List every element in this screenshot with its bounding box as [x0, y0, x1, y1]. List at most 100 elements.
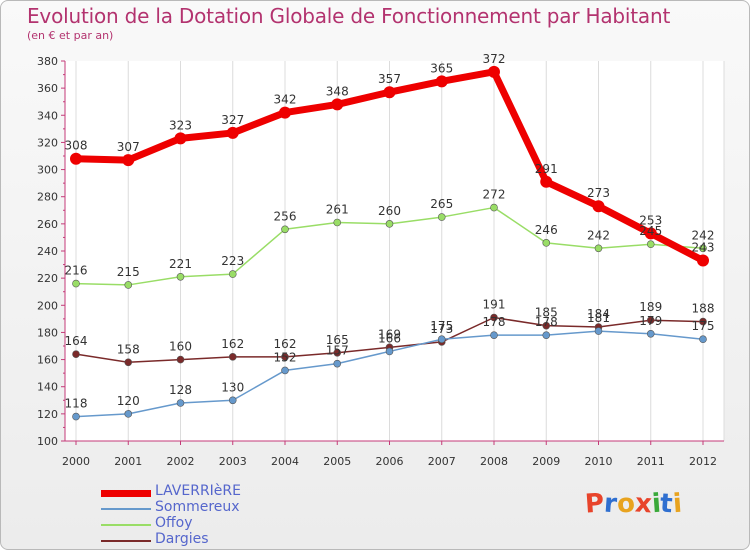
- data-point: [697, 254, 709, 267]
- data-label: 185: [535, 306, 558, 320]
- data-label: 162: [274, 337, 297, 351]
- chart-title: Evolution de la Dotation Globale de Fonc…: [27, 4, 671, 28]
- data-label: 246: [535, 223, 558, 237]
- data-point: [542, 239, 551, 247]
- legend-label: Sommereux: [155, 499, 240, 515]
- legend-item: Offoy: [101, 515, 321, 533]
- y-tick-label: 140: [37, 381, 58, 394]
- y-tick-label: 200: [37, 299, 58, 312]
- data-point: [646, 329, 655, 338]
- data-label: 175: [430, 319, 453, 333]
- data-label: 179: [639, 314, 662, 328]
- data-label: 191: [483, 298, 506, 312]
- legend: LAVERRIèRE Sommereux Offoy Dargies: [101, 483, 321, 549]
- data-label: 327: [221, 113, 244, 127]
- y-tick-label: 360: [37, 82, 58, 95]
- data-label: 261: [326, 203, 349, 217]
- data-point: [72, 350, 80, 358]
- data-label: 216: [65, 264, 88, 278]
- data-point: [226, 126, 239, 139]
- data-point: [385, 220, 394, 228]
- data-label: 243: [692, 241, 715, 255]
- data-label: 342: [274, 93, 297, 107]
- data-label: 323: [169, 118, 192, 132]
- data-label: 242: [692, 228, 715, 242]
- data-label: 215: [117, 265, 140, 279]
- y-tick-label: 100: [37, 435, 58, 448]
- data-point: [333, 359, 342, 368]
- data-point: [646, 316, 655, 325]
- x-tick-label: 2010: [585, 455, 613, 468]
- data-label: 242: [587, 228, 610, 242]
- y-tick-label: 220: [37, 272, 58, 285]
- data-point: [174, 132, 187, 145]
- y-tick-label: 160: [37, 354, 58, 367]
- data-point: [490, 203, 498, 212]
- legend-label: Offoy: [155, 515, 193, 531]
- data-point: [228, 353, 237, 361]
- data-label: 308: [65, 139, 88, 153]
- data-point: [122, 154, 135, 167]
- data-point: [592, 200, 605, 213]
- data-point: [228, 270, 237, 278]
- x-tick-label: 2009: [532, 455, 560, 468]
- data-point: [699, 335, 707, 344]
- x-tick-label: 2000: [62, 455, 90, 468]
- data-point: [383, 86, 396, 99]
- data-label: 164: [65, 334, 88, 348]
- x-tick-label: 2002: [167, 455, 195, 468]
- y-tick-label: 180: [37, 326, 58, 339]
- data-point: [699, 244, 707, 253]
- data-label: 120: [117, 394, 140, 408]
- legend-label: LAVERRIèRE: [155, 483, 241, 499]
- legend-item: LAVERRIèRE: [101, 483, 321, 501]
- data-point: [176, 272, 185, 281]
- data-point: [542, 331, 551, 339]
- legend-item: Sommereux: [101, 499, 321, 517]
- data-label: 152: [274, 350, 297, 364]
- data-point: [70, 152, 82, 165]
- data-point: [281, 353, 289, 361]
- data-label: 221: [169, 257, 192, 271]
- data-label: 178: [535, 315, 558, 329]
- data-point: [176, 355, 185, 364]
- logo-letter: i: [671, 488, 683, 520]
- data-point: [279, 106, 291, 119]
- data-point: [540, 175, 553, 188]
- legend-swatch: [101, 508, 151, 510]
- data-point: [594, 244, 603, 253]
- data-label: 372: [483, 52, 506, 66]
- data-point: [385, 347, 394, 356]
- data-point: [176, 399, 185, 407]
- data-point: [281, 366, 289, 375]
- legend-label: Dargies: [155, 531, 209, 547]
- x-tick-label: 2001: [114, 455, 142, 468]
- data-label: 188: [692, 302, 715, 316]
- y-tick-label: 120: [37, 408, 58, 421]
- data-point: [124, 281, 133, 289]
- y-tick-label: 280: [37, 191, 58, 204]
- data-label: 348: [326, 84, 349, 98]
- data-point: [72, 412, 80, 421]
- chart-subtitle: (en € et par an): [27, 29, 114, 42]
- data-label: 157: [326, 344, 349, 358]
- x-tick-label: 2007: [428, 455, 456, 468]
- data-label: 265: [430, 197, 453, 211]
- logo-letter: x: [633, 488, 653, 520]
- data-point: [435, 75, 448, 88]
- data-label: 357: [378, 72, 401, 86]
- data-point: [333, 218, 342, 227]
- data-point: [228, 396, 237, 405]
- data-label: 178: [483, 315, 506, 329]
- data-label: 184: [587, 307, 610, 321]
- x-tick-label: 2004: [271, 455, 299, 468]
- data-label: 291: [535, 162, 558, 176]
- data-point: [646, 240, 655, 249]
- data-label: 273: [587, 186, 610, 200]
- data-label: 169: [378, 327, 401, 341]
- data-point: [437, 213, 446, 221]
- data-label: 189: [639, 300, 662, 314]
- data-label: 365: [430, 61, 453, 75]
- y-tick-label: 340: [37, 109, 58, 122]
